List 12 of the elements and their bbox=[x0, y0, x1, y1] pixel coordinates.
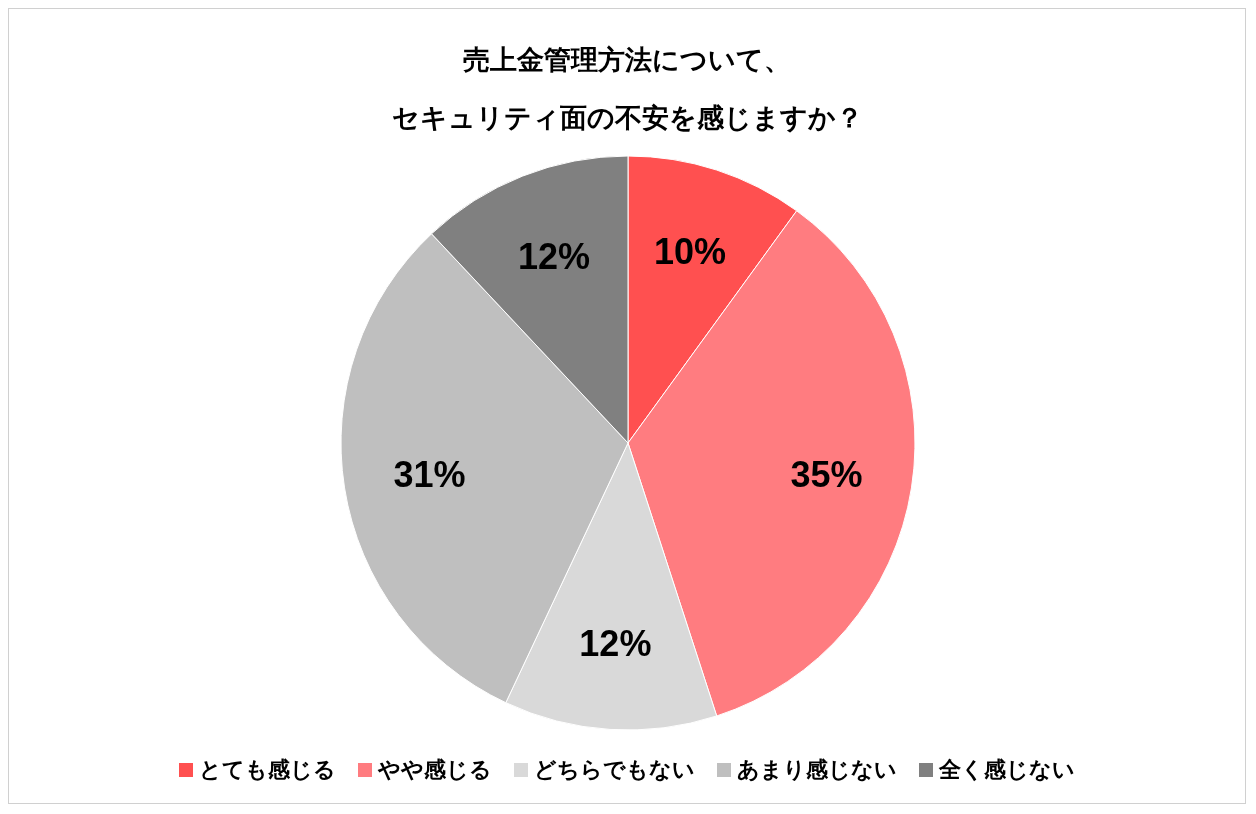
data-label: 12% bbox=[579, 623, 652, 664]
data-label: 12% bbox=[518, 235, 591, 277]
legend-label: とても感じる bbox=[199, 756, 336, 784]
data-label: 10% bbox=[654, 231, 727, 273]
legend-label: やや感じる bbox=[378, 756, 492, 784]
chart-subtitle: セキュリティ面の不安を感じますか？ bbox=[390, 101, 864, 135]
chart-title: 売上金管理方法について、 bbox=[462, 43, 792, 77]
data-label: 31% bbox=[393, 453, 466, 495]
legend-label: どちらでもない bbox=[534, 756, 695, 784]
legend-label: あまり感じない bbox=[737, 756, 897, 784]
data-label: 35% bbox=[790, 453, 863, 495]
legend-label: 全く感じない bbox=[939, 756, 1075, 784]
